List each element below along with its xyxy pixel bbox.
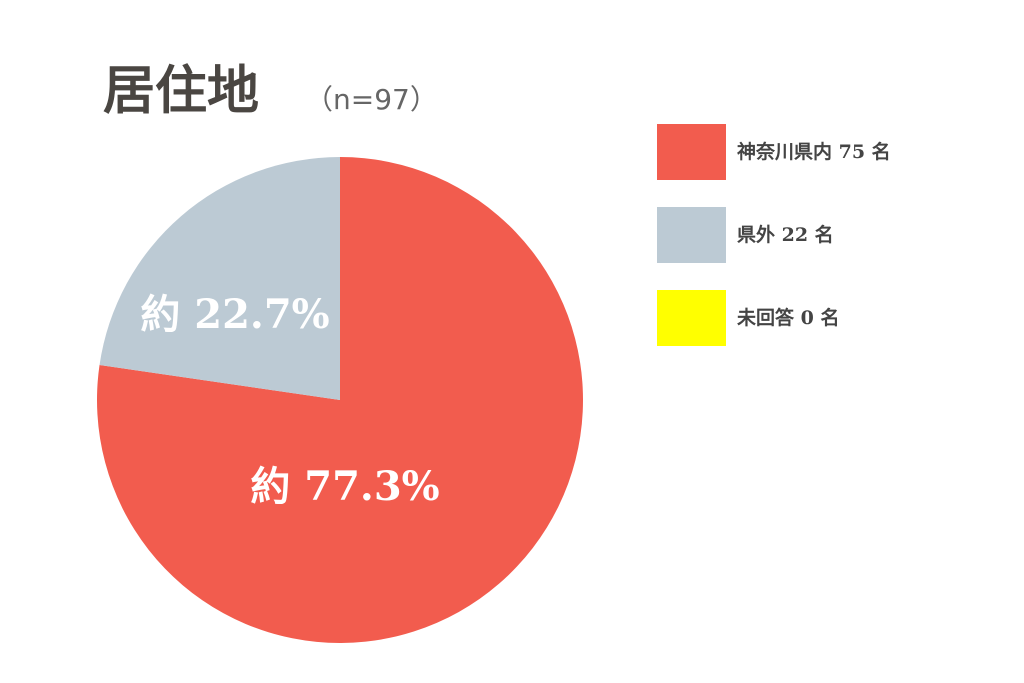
legend-swatch (657, 290, 726, 346)
legend-label: 神奈川県内 75 名 (737, 140, 891, 163)
chart-subtitle: （n=97） (305, 83, 438, 116)
pie-slice (99, 157, 340, 400)
pie-slice (97, 157, 583, 644)
legend-swatch (657, 207, 726, 263)
legend-label: 未回答 0 名 (736, 306, 839, 329)
legend-label: 県外 22 名 (737, 223, 834, 246)
chart-title: 居住地 (103, 61, 259, 122)
data-label: 約 77.3% (250, 463, 439, 510)
legend-swatch (657, 124, 726, 180)
data-label: 約 22.7% (140, 291, 329, 338)
